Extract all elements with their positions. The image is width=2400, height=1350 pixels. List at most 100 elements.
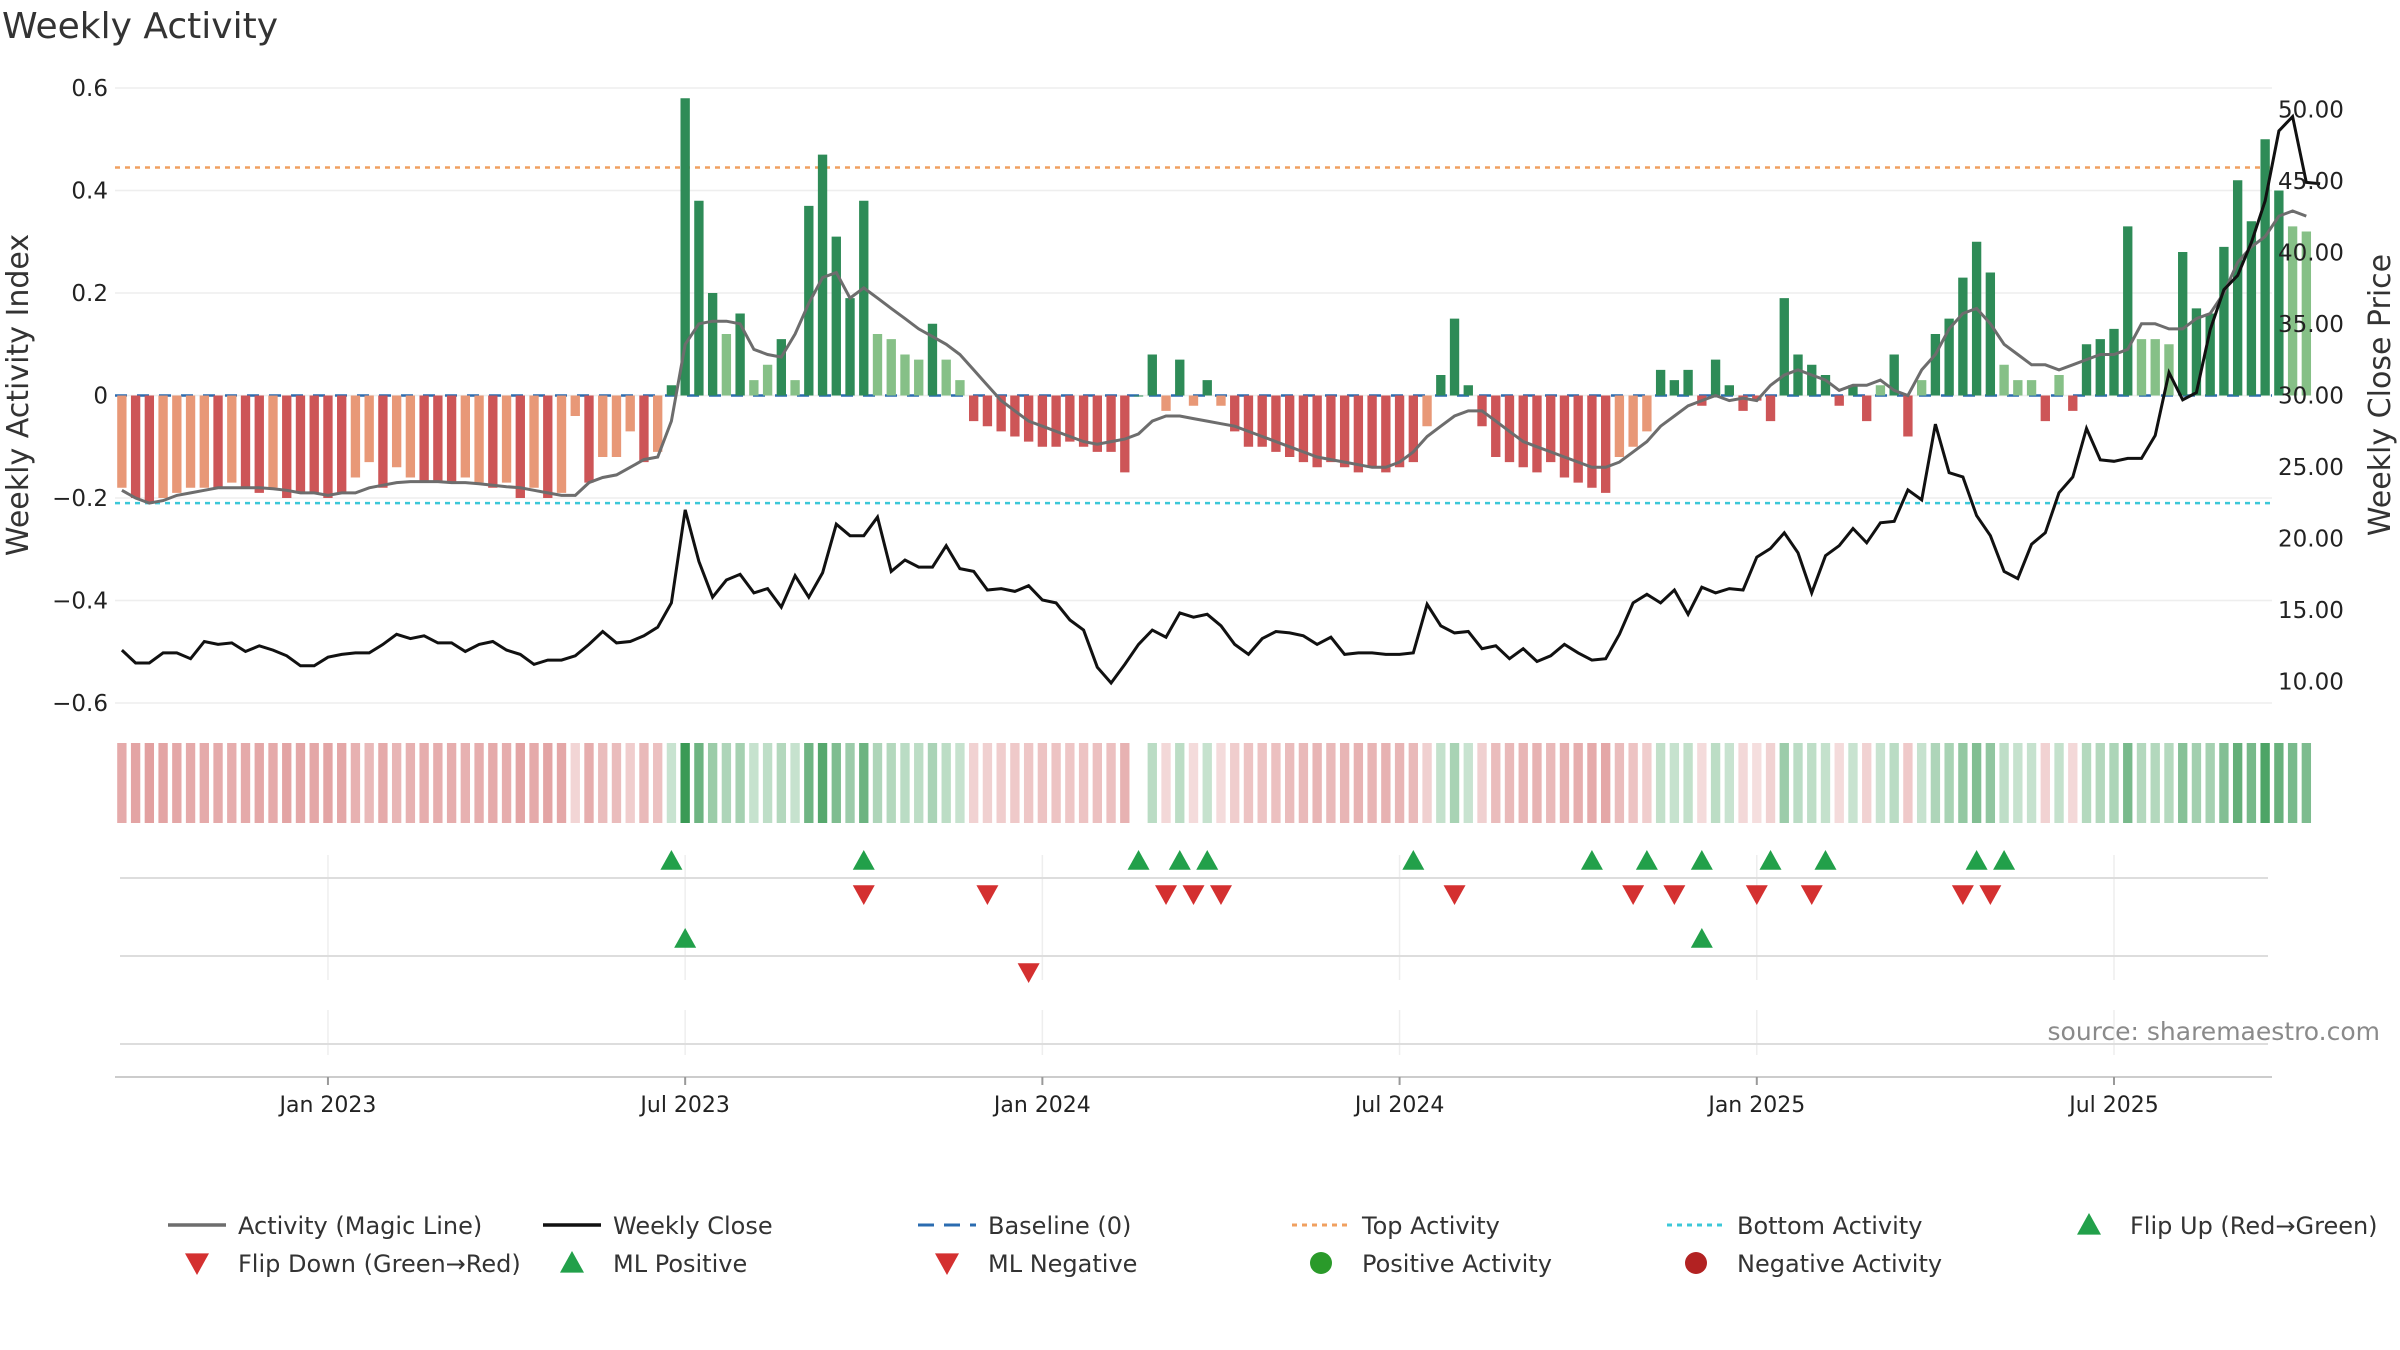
activity-bar (433, 395, 443, 483)
activity-bar (625, 395, 635, 432)
strip-cell (2068, 743, 2078, 823)
strip-cell (1381, 743, 1391, 823)
legend-label: Flip Up (Red→Green) (2130, 1212, 2378, 1240)
axes: 0.6 0.4 0.2 0 −0.2 −0.4 −0.6 50.00 45.00 40.00 35.… (52, 76, 2344, 1118)
activity-bar (1243, 395, 1254, 447)
activity-bar (969, 395, 979, 422)
right-tick-label: 30.00 (2278, 384, 2344, 410)
legend-swatch (1310, 1252, 1332, 1274)
activity-bar (1655, 369, 1666, 396)
strip-cell (1683, 743, 1693, 823)
activity-bar (1367, 395, 1377, 468)
activity-bar (419, 395, 429, 483)
activity-bar (845, 298, 855, 396)
activity-bar (1422, 395, 1432, 427)
strip-cell (240, 743, 251, 823)
activity-bar (1092, 395, 1102, 452)
source-label: source: sharemaestro.com (2048, 1017, 2381, 1046)
strip-cell (1010, 743, 1020, 823)
activity-bar (2191, 308, 2202, 396)
strip-cell (172, 743, 182, 823)
strip-cell (969, 743, 979, 823)
strip-cell (639, 743, 649, 823)
strip-cell (2246, 743, 2257, 823)
activity-bar (1408, 395, 1418, 463)
strip-cell (735, 743, 745, 823)
strip-cell (1271, 743, 1281, 823)
activity-bar (1862, 395, 1872, 422)
strip-cell (378, 743, 388, 823)
strip-cell (1106, 743, 1116, 823)
strip-cell (1546, 743, 1556, 823)
activity-bar (598, 395, 608, 457)
activity-bar (859, 200, 869, 396)
strip-cell (886, 743, 896, 823)
flip-down-marker (1979, 885, 2002, 905)
strip-cell (598, 743, 608, 823)
activity-bar (982, 395, 993, 427)
strip-cell (419, 743, 429, 823)
activity-bar (2136, 339, 2147, 396)
strip-cell (666, 743, 677, 823)
strip-cell (1298, 743, 1309, 823)
strip-cell (1642, 743, 1652, 823)
strip-cell (2178, 743, 2188, 823)
strip-cell (1573, 743, 1583, 823)
strip-cell (1491, 743, 1501, 823)
x-tick-label: Jul 2025 (2067, 1093, 2159, 1118)
strip-cell (762, 743, 773, 823)
activity-bar (1271, 395, 1281, 452)
legend-label: Top Activity (1361, 1212, 1500, 1240)
strip-cell (1422, 743, 1432, 823)
strip-cell (1408, 743, 1418, 823)
activity-bar (2026, 380, 2037, 396)
strip-cell (1807, 743, 1817, 823)
activity-bar (130, 395, 141, 498)
strip-cell (1134, 743, 1143, 823)
strip-cell (2219, 743, 2229, 823)
activity-bar (1765, 395, 1776, 422)
legend-swatch (185, 1253, 209, 1275)
activity-bar (295, 395, 306, 493)
flip-up-marker (1690, 850, 1713, 870)
strip-cell (611, 743, 622, 823)
strip-cell (2301, 743, 2312, 823)
activity-bar (1023, 395, 1034, 442)
activity-bar (2205, 313, 2215, 396)
activity-bar (1216, 395, 1226, 406)
strip-cell (2260, 743, 2270, 823)
activity-bar (1573, 395, 1583, 483)
activity-bar (1903, 395, 1913, 437)
activity-bar (1504, 395, 1515, 463)
strip-cell (570, 743, 580, 823)
strip-cell (199, 743, 209, 823)
activity-bar (1078, 395, 1089, 447)
strip-cell (2191, 743, 2202, 823)
flip-up-marker (1127, 850, 1150, 870)
right-tick-label: 40.00 (2278, 240, 2344, 266)
strip-cell (295, 743, 306, 823)
strip-cell (1862, 743, 1872, 823)
activity-bar (378, 395, 388, 488)
activity-bar (1188, 395, 1199, 406)
strip-cell (2026, 743, 2037, 823)
activity-bar (1285, 395, 1295, 457)
activity-bar (762, 364, 773, 396)
activity-bar (886, 339, 896, 396)
strip-cell (1037, 743, 1048, 823)
activity-bar (1985, 272, 1996, 396)
flip-up-marker (660, 850, 683, 870)
activity-bar (117, 395, 127, 488)
legend-label: ML Negative (988, 1250, 1137, 1278)
legend-swatch (1685, 1252, 1707, 1274)
strip-cell (144, 743, 155, 823)
right-tick-label: 25.00 (2278, 455, 2344, 481)
strip-cell (680, 743, 690, 823)
activity-bar (927, 323, 938, 396)
strip-cell (1985, 743, 1996, 823)
activity-bar (1051, 395, 1061, 447)
strip-cell (996, 743, 1006, 823)
activity-bar (309, 395, 319, 493)
strip-cell (515, 743, 525, 823)
